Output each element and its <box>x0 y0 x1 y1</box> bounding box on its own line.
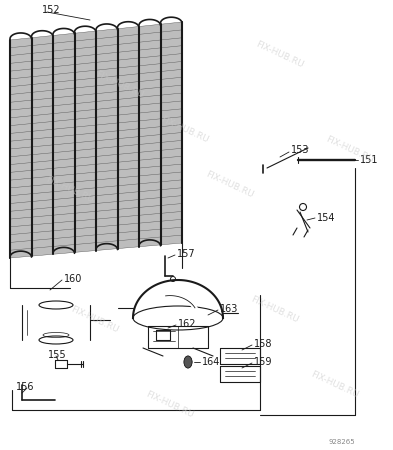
Text: FIX-HUB.RU: FIX-HUB.RU <box>250 295 300 325</box>
Text: 151: 151 <box>360 155 378 165</box>
Polygon shape <box>184 356 192 368</box>
Text: 163: 163 <box>220 304 239 314</box>
Text: 153: 153 <box>291 145 310 155</box>
Text: FIX-HUB.RU: FIX-HUB.RU <box>255 40 305 70</box>
Polygon shape <box>160 22 182 245</box>
Text: 159: 159 <box>254 357 272 367</box>
Text: 928265: 928265 <box>329 439 355 445</box>
Text: FIX-HUB.RU: FIX-HUB.RU <box>95 70 145 100</box>
Text: 157: 157 <box>177 249 196 259</box>
Text: 158: 158 <box>254 339 272 349</box>
Text: FIX-HUB.RU: FIX-HUB.RU <box>70 305 120 335</box>
Text: 155: 155 <box>48 350 67 360</box>
Text: FIX-HUB.RU: FIX-HUB.RU <box>205 170 255 200</box>
Text: FIX-HUB.RU: FIX-HUB.RU <box>45 175 95 205</box>
Polygon shape <box>53 33 75 254</box>
Text: 154: 154 <box>317 213 336 223</box>
Polygon shape <box>31 36 53 256</box>
Polygon shape <box>118 27 139 248</box>
Text: FIX-HUB.RU: FIX-HUB.RU <box>325 135 375 165</box>
Polygon shape <box>139 24 160 247</box>
Text: 162: 162 <box>178 319 196 329</box>
Polygon shape <box>75 31 96 252</box>
Polygon shape <box>10 38 31 258</box>
Text: 156: 156 <box>16 382 35 392</box>
Text: 160: 160 <box>64 274 83 284</box>
Text: 152: 152 <box>42 5 61 15</box>
Text: FIX-HUB.RU: FIX-HUB.RU <box>310 370 360 400</box>
Text: FIX-HUB.RU: FIX-HUB.RU <box>160 115 210 145</box>
Text: FIX-HUB.RU: FIX-HUB.RU <box>145 390 195 420</box>
Polygon shape <box>96 29 118 251</box>
Text: 164: 164 <box>202 357 220 367</box>
